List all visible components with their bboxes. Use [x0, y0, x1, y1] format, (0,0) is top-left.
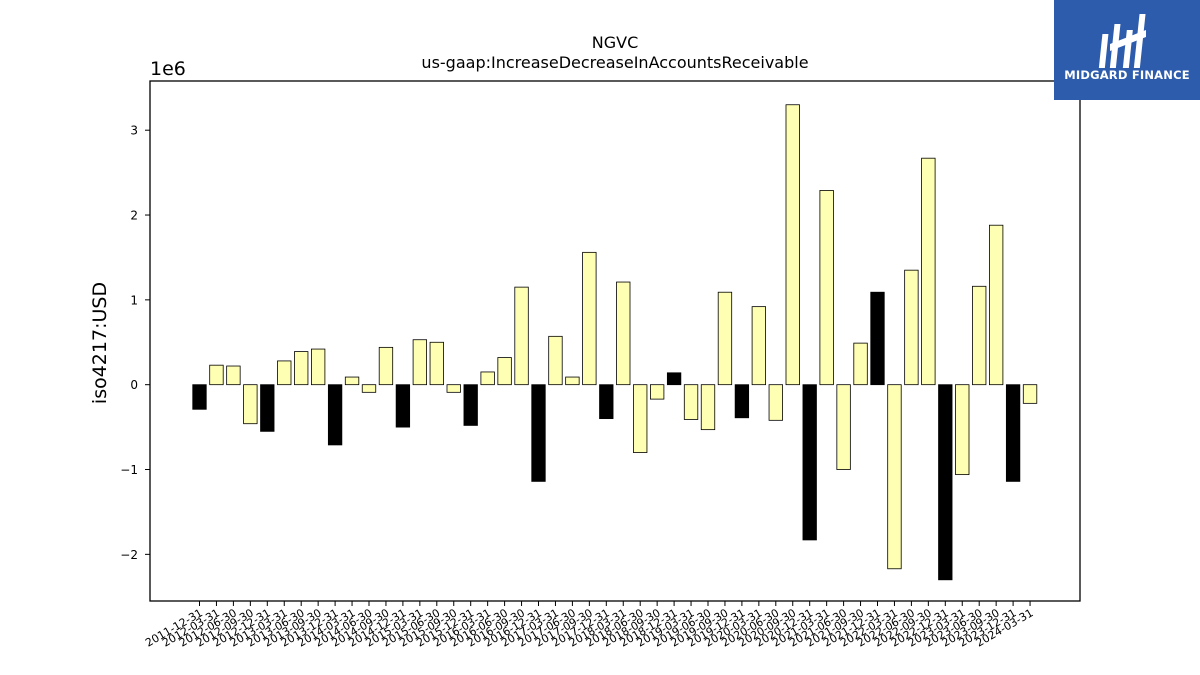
bar [938, 384, 953, 581]
y-tick-label: 0 [130, 378, 138, 392]
bar [277, 360, 292, 386]
bar [650, 384, 665, 400]
bar [666, 372, 682, 386]
bars-group [192, 104, 1038, 581]
bar [734, 384, 750, 419]
bar [700, 384, 716, 431]
bar [446, 384, 461, 393]
bar [989, 224, 1004, 386]
bar [683, 384, 699, 420]
bar [294, 351, 309, 386]
bar [717, 291, 733, 386]
y-axis-ticks: −2 −1 0 1 2 3 [120, 124, 150, 562]
y-tick-label: −2 [120, 548, 138, 562]
bar [751, 306, 766, 386]
midgard-finance-logo: MIDGARD FINANCE [1054, 0, 1200, 100]
bar [514, 286, 529, 386]
bar [361, 384, 377, 393]
bar [921, 157, 936, 386]
bar [870, 291, 885, 386]
bar [819, 190, 834, 386]
y-axis-label: iso4217:USD [89, 282, 111, 404]
bar [565, 376, 580, 386]
chart-subtitle: us-gaap:IncreaseDecreaseInAccountsReceiv… [421, 53, 808, 72]
y-offset-label: 1e6 [150, 58, 186, 80]
y-tick-label: 1 [130, 293, 138, 307]
bar [310, 348, 326, 386]
bar [955, 384, 970, 476]
bar [582, 251, 597, 386]
bar [531, 384, 546, 482]
bar [548, 335, 563, 386]
bar [1022, 384, 1038, 404]
bar [616, 281, 631, 386]
bar [599, 384, 614, 420]
bar [480, 371, 495, 386]
bar [412, 339, 428, 386]
y-tick-label: −1 [120, 463, 138, 477]
plot-frame [149, 80, 1081, 602]
y-tick-label: 2 [130, 209, 138, 223]
bar [1005, 384, 1021, 482]
bar [972, 285, 987, 386]
chart-title: NGVC [592, 33, 638, 52]
bar [429, 341, 444, 386]
bar [853, 342, 868, 386]
x-axis-ticks: 2011-12-312012-03-312012-06-302012-09-30… [143, 601, 1036, 650]
bar [497, 357, 512, 386]
bar [209, 364, 224, 386]
bar [463, 384, 478, 426]
bar [327, 384, 343, 446]
bar [378, 346, 394, 386]
bar [226, 365, 241, 386]
bar [633, 384, 648, 453]
bar [904, 269, 919, 386]
y-tick-label: 3 [130, 124, 138, 138]
bar [243, 384, 258, 425]
logo-wordmark: MIDGARD FINANCE [1064, 68, 1190, 82]
bar [192, 384, 207, 410]
bar [802, 384, 817, 541]
bar [260, 384, 275, 432]
bar [344, 376, 360, 386]
bar [785, 104, 800, 386]
bar [395, 384, 411, 428]
midgard-monogram-icon [1054, 0, 1200, 100]
bar [768, 384, 783, 421]
bar [836, 384, 851, 470]
bar [887, 384, 902, 570]
